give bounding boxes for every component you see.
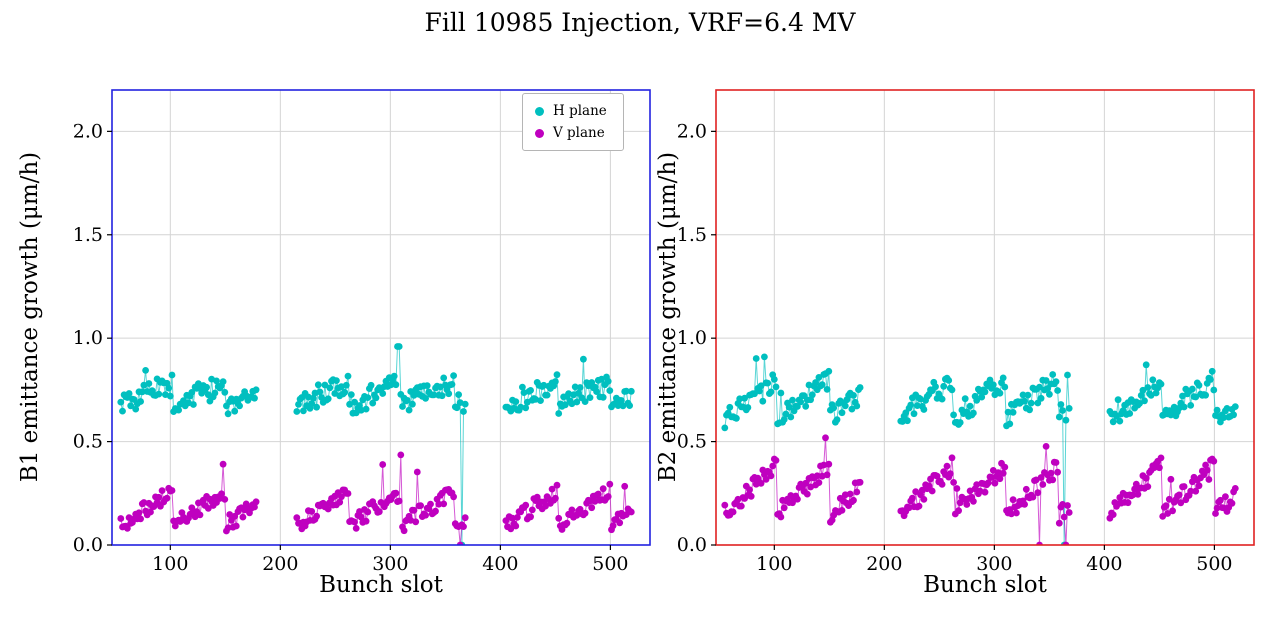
x-tick-label: 300 xyxy=(372,553,408,575)
v-plane-marker-icon xyxy=(535,128,544,138)
x-tick-label: 100 xyxy=(756,553,792,575)
y-tick-label: 2.0 xyxy=(73,120,103,142)
y-tick-label: 2.0 xyxy=(677,120,707,142)
x-tick-label: 100 xyxy=(152,553,188,575)
h-plane-marker-icon xyxy=(535,106,544,116)
tick-labels: 100 200 300 400 500 0.0 0.5 1.0 1.5 2.0 xyxy=(73,120,629,575)
axes-spines xyxy=(715,89,1255,546)
series-h-plane xyxy=(117,343,635,545)
tick-labels: 100 200 300 400 500 0.0 0.5 1.0 1.5 2.0 xyxy=(677,120,1233,575)
y-tick-label: 1.0 xyxy=(677,327,707,349)
subplot-b2: 100 200 300 400 500 0.0 0.5 1.0 1.5 2.0 xyxy=(677,89,1255,575)
grid xyxy=(716,90,1254,546)
legend-entry-v-plane: V plane xyxy=(533,122,609,144)
figure-title: Fill 10985 Injection, VRF=6.4 MV xyxy=(424,8,856,37)
series-h-plane xyxy=(721,353,1239,545)
y-tick-label: 1.0 xyxy=(73,327,103,349)
y-tick-label: 1.5 xyxy=(677,224,707,246)
axis-ticks xyxy=(107,130,611,550)
series-v-plane xyxy=(117,451,635,545)
y-tick-label: 0.5 xyxy=(73,431,103,453)
x-tick-label: 300 xyxy=(976,553,1012,575)
legend-entry-h-plane: H plane xyxy=(533,100,609,122)
y-tick-label: 0.0 xyxy=(73,534,103,556)
legend: H plane V plane xyxy=(522,93,624,151)
axis-ticks xyxy=(711,130,1215,550)
y-tick-label: 0.5 xyxy=(677,431,707,453)
x-tick-label: 400 xyxy=(482,553,518,575)
x-tick-label: 200 xyxy=(262,553,298,575)
series-v-plane xyxy=(721,434,1239,545)
x-axis-label-b1: Bunch slot xyxy=(319,572,443,598)
legend-label-h-plane: H plane xyxy=(553,103,607,119)
x-tick-label: 400 xyxy=(1086,553,1122,575)
subplot-b1: 100 200 300 400 500 0.0 0.5 1.0 1.5 2.0 xyxy=(73,89,651,575)
legend-label-v-plane: V plane xyxy=(553,125,605,141)
x-tick-label: 500 xyxy=(1196,553,1232,575)
x-tick-label: 500 xyxy=(592,553,628,575)
grid xyxy=(112,90,650,546)
x-tick-label: 200 xyxy=(866,553,902,575)
axes-spines xyxy=(111,89,651,546)
plot-area xyxy=(721,353,1239,545)
plot-area xyxy=(117,343,635,545)
y-tick-label: 1.5 xyxy=(73,224,103,246)
x-axis-label-b2: Bunch slot xyxy=(923,572,1047,598)
y-tick-label: 0.0 xyxy=(677,534,707,556)
